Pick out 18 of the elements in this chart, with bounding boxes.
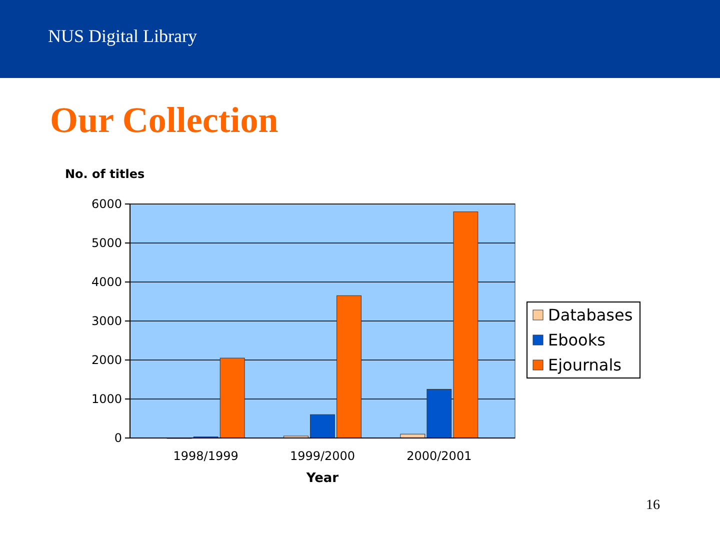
legend-label: Ejournals <box>548 356 622 375</box>
x-axis-title: Year <box>305 471 340 486</box>
y-tick-label: 6000 <box>91 197 122 212</box>
chart-title: Our Collection <box>50 100 278 140</box>
x-tick-label: 2000/2001 <box>406 449 472 463</box>
legend-label: Ebooks <box>548 330 606 350</box>
y-tick-label: 4000 <box>91 275 122 290</box>
y-tick-label: 3000 <box>91 314 122 328</box>
text: 16 <box>646 498 660 513</box>
y-tick-label: 0 <box>114 431 122 446</box>
x-tick-label: 1999/2000 <box>290 449 356 463</box>
x-tick-label: 1998/1999 <box>173 449 238 463</box>
text: NUS Digital Library <box>48 26 197 46</box>
y-tick-label: 2000 <box>91 353 122 368</box>
y-tick-label: 5000 <box>91 236 122 250</box>
legend-label: Databases <box>548 306 633 325</box>
y-axis-title: No. of titles <box>65 167 145 181</box>
y-tick-label: 1000 <box>91 392 122 406</box>
